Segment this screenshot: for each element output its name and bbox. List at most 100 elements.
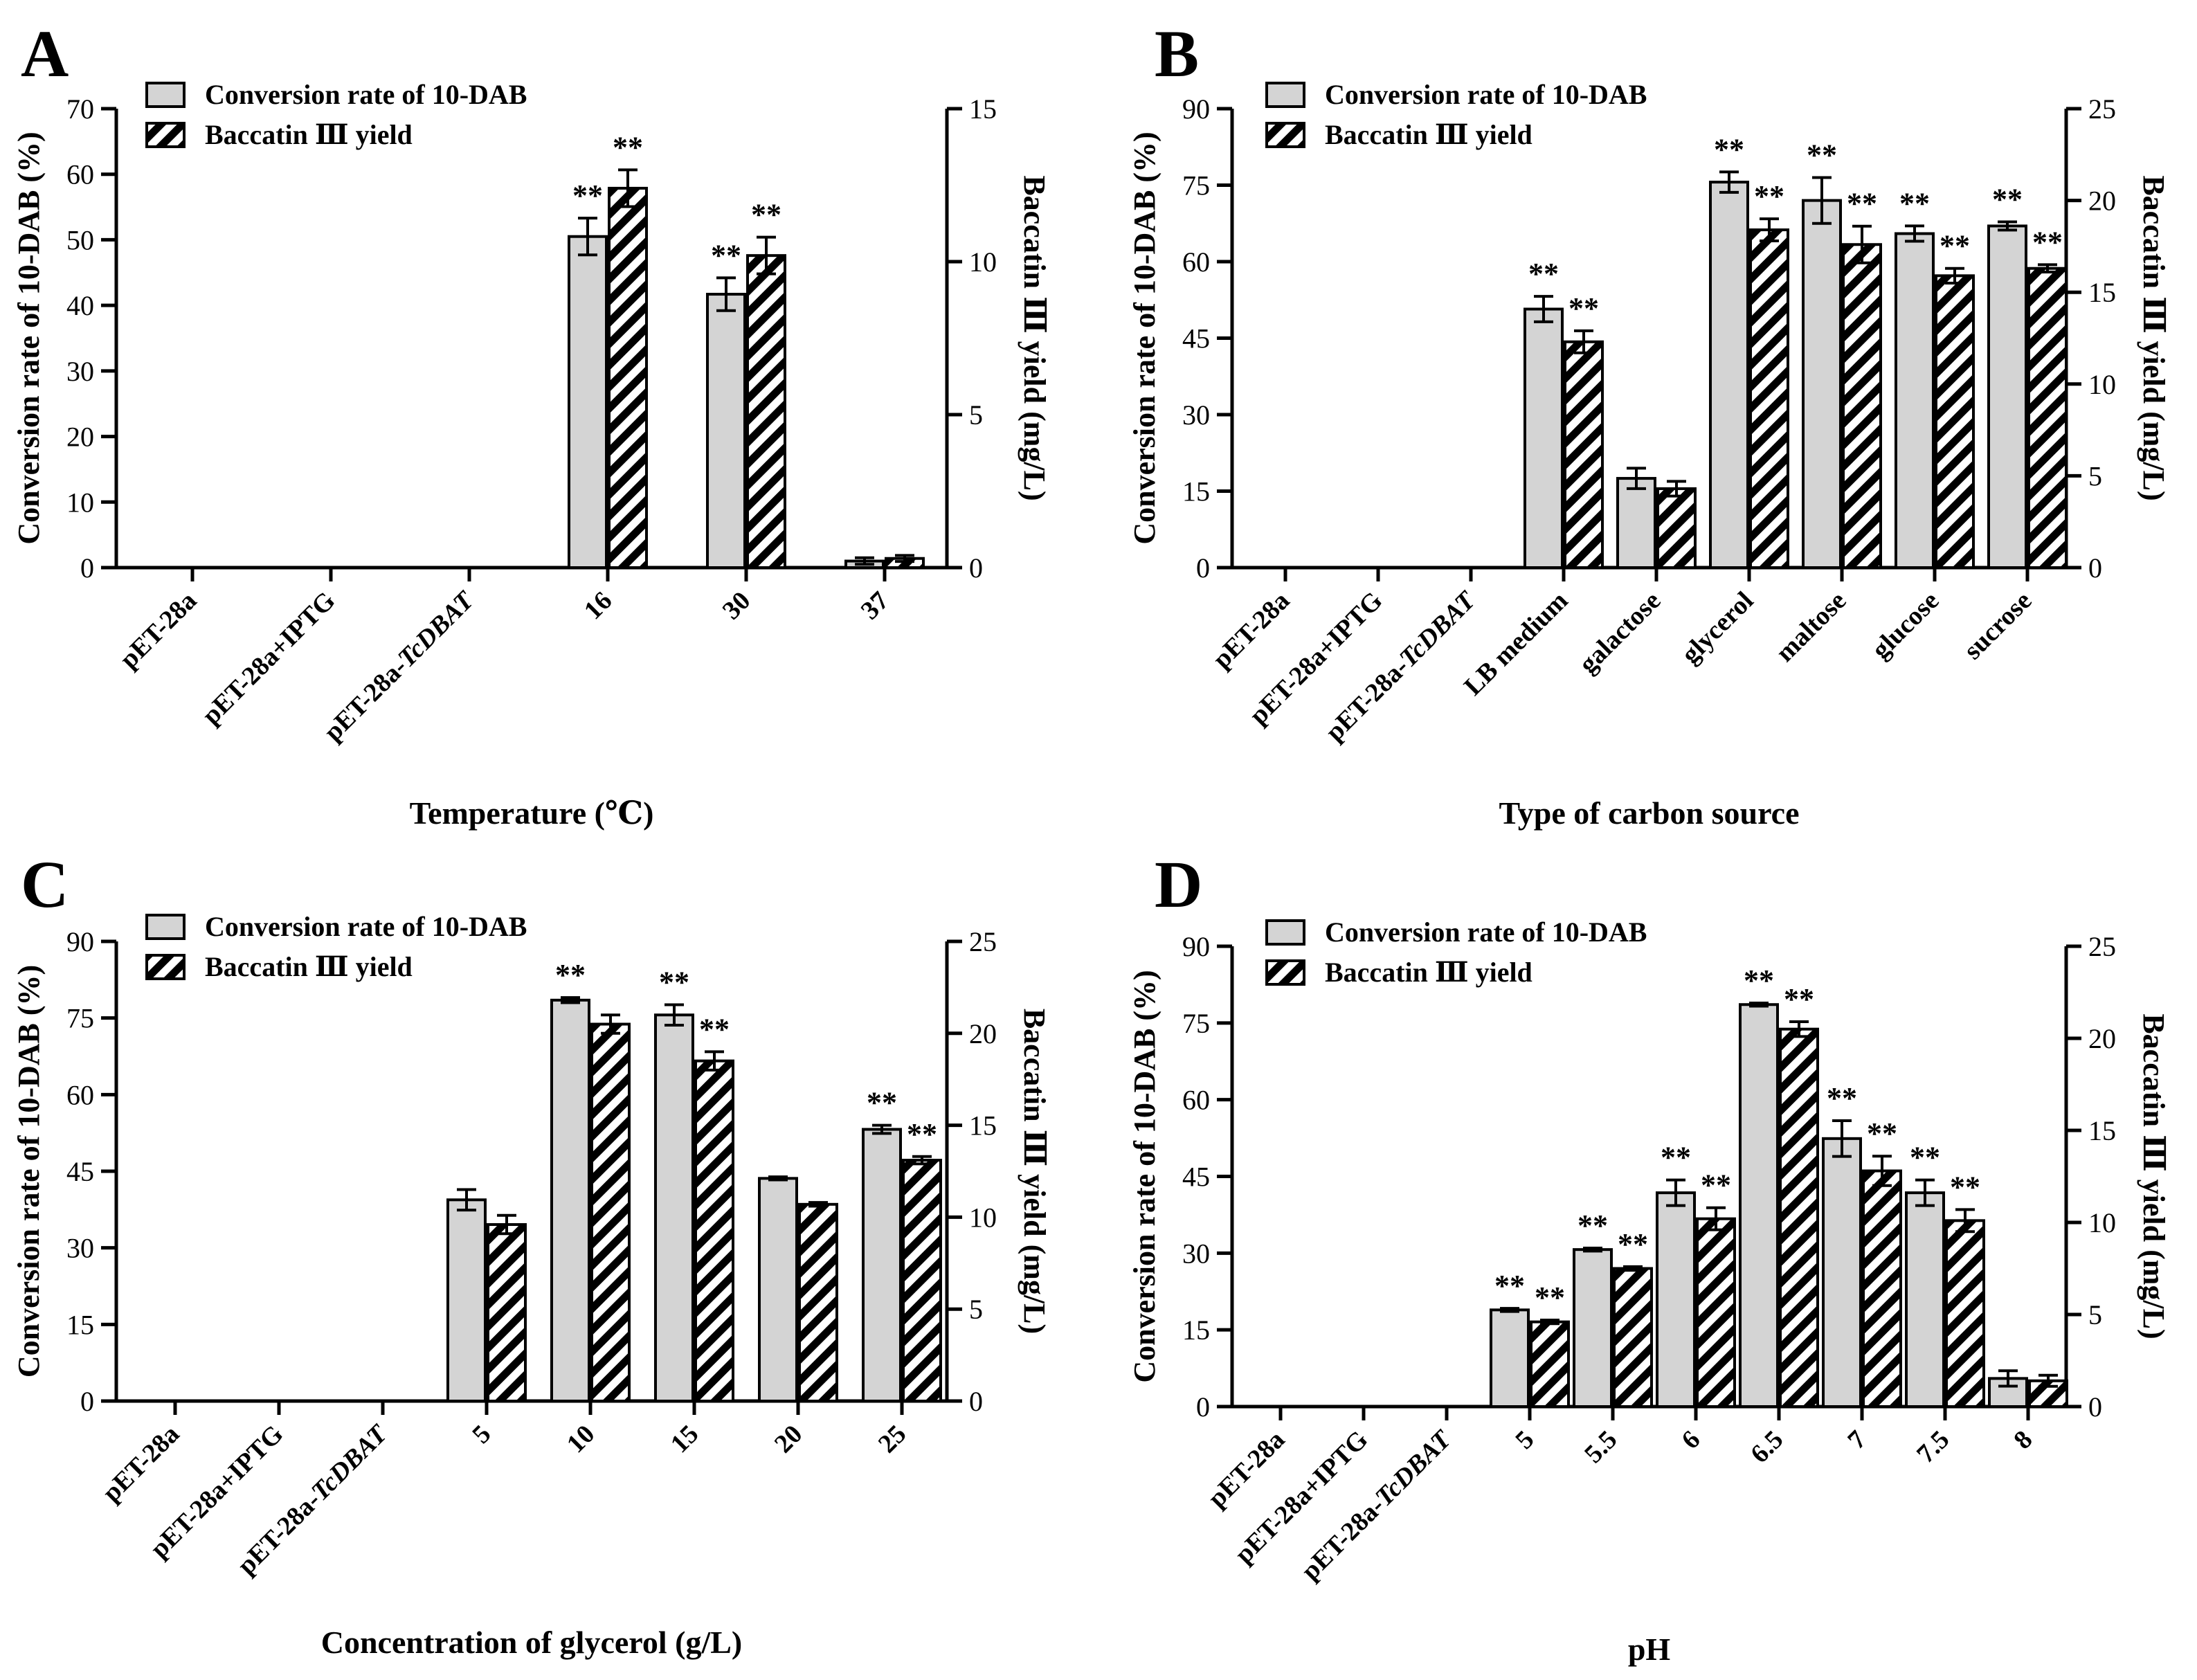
legend-label: Conversion rate of 10-DAB — [205, 911, 527, 942]
legend-label: Conversion rate of 10-DAB — [205, 79, 527, 110]
y-tick-label: 90 — [1182, 931, 1210, 962]
y2-tick-label: 0 — [2088, 552, 2102, 584]
x-tick-label: 5 — [1510, 1425, 1539, 1455]
legend: Conversion rate of 10-DAB Baccatin Ⅲ yiel… — [145, 79, 527, 150]
y-tick-label: 75 — [66, 1003, 94, 1034]
y-axis-title: Conversion rate of 10-DAB (%) — [12, 965, 46, 1378]
x-tick-label: pET-28a — [97, 1420, 185, 1508]
panel-letter: B — [1155, 17, 1199, 91]
panel-a: A 0 10 20 30 40 50 60 70 0 5 10 15 Conversion rate of… — [12, 17, 1051, 831]
y2-tick-label: 0 — [969, 552, 983, 584]
y2-tick-label: 25 — [2088, 93, 2116, 125]
panel-letter: D — [1155, 847, 1202, 921]
y-tick-label: 30 — [1182, 1238, 1210, 1269]
y2-tick-label: 10 — [969, 246, 997, 278]
y-tick-label: 15 — [1182, 1315, 1210, 1346]
significance-marker: ** — [1494, 1269, 1525, 1303]
y-tick-label: 0 — [80, 1386, 94, 1417]
panel-letter: A — [21, 17, 69, 91]
significance-marker: ** — [2032, 225, 2063, 259]
bar-yield — [608, 186, 648, 570]
bar-yield — [1842, 243, 1882, 569]
significance-marker: ** — [555, 958, 586, 992]
y2-tick-label: 5 — [969, 1294, 983, 1325]
y2-tick-label: 10 — [969, 1202, 997, 1233]
y2-tick-label: 5 — [2088, 460, 2102, 491]
significance-marker: ** — [1784, 982, 1814, 1016]
y-tick-label: 45 — [66, 1156, 94, 1187]
legend: Conversion rate of 10-DAB Baccatin Ⅲ yiel… — [1265, 916, 1647, 988]
bar-yield — [2027, 267, 2068, 569]
legend-swatch-yield — [145, 954, 186, 980]
y-tick-label: 0 — [1196, 1391, 1210, 1422]
bar-yield — [487, 1223, 527, 1403]
significance-marker: ** — [1847, 187, 1877, 221]
x-tick-label: 6 — [1676, 1425, 1706, 1455]
bar-conversion — [862, 1128, 902, 1402]
y-axis-title: Conversion rate of 10-DAB (%) — [12, 132, 46, 544]
y2-tick-label: 25 — [2088, 931, 2116, 962]
significance-marker: ** — [1992, 183, 2023, 217]
y2-axis-title: Baccatin Ⅲ yield (mg/L) — [1018, 175, 1051, 500]
bar-conversion — [1490, 1308, 1530, 1408]
bar-yield — [1613, 1267, 1653, 1408]
x-tick-label: glucose — [1866, 586, 1944, 665]
significance-marker: ** — [1535, 1281, 1565, 1315]
x-tick-label: pET-28a-TcDBAT — [318, 585, 480, 747]
bar-yield — [902, 1159, 942, 1402]
y-tick-label: 75 — [1182, 1008, 1210, 1039]
significance-marker: ** — [1528, 257, 1559, 291]
x-tick-label: 20 — [769, 1420, 808, 1459]
bar-conversion — [1739, 1003, 1779, 1408]
significance-marker: ** — [907, 1117, 937, 1151]
y2-tick-label: 5 — [2088, 1299, 2102, 1330]
bar-yield — [590, 1022, 631, 1402]
y2-tick-label: 15 — [969, 93, 997, 125]
x-tick-label: pET-28a-TcDBAT — [1296, 1424, 1458, 1586]
y-tick-label: 15 — [1182, 476, 1210, 507]
legend-label: Conversion rate of 10-DAB — [1325, 916, 1647, 948]
legend-swatch-conversion — [145, 82, 186, 108]
bar-conversion — [550, 998, 590, 1403]
significance-marker: ** — [1577, 1209, 1608, 1243]
significance-marker: ** — [613, 130, 643, 164]
y-tick-label: 45 — [1182, 1162, 1210, 1193]
y-tick-label: 0 — [1196, 552, 1210, 584]
y2-tick-label: 5 — [969, 399, 983, 431]
y-tick-label: 50 — [66, 224, 94, 255]
significance-marker: ** — [1807, 138, 1837, 172]
x-axis-title: Concentration of glycerol (g/L) — [321, 1625, 743, 1660]
bar-yield — [1749, 228, 1789, 569]
bar-yield — [1656, 487, 1697, 569]
x-axis-title: Temperature (℃) — [410, 795, 654, 831]
x-tick-label: pET-28a — [114, 586, 202, 674]
significance-marker: ** — [1701, 1168, 1731, 1202]
y-tick-label: 45 — [1182, 323, 1210, 354]
significance-marker: ** — [1899, 186, 1930, 220]
y-tick-label: 70 — [66, 93, 94, 125]
bar-conversion — [1656, 1191, 1696, 1408]
significance-marker: ** — [1714, 132, 1744, 166]
y2-tick-label: 0 — [2088, 1391, 2102, 1422]
significance-marker: ** — [711, 238, 741, 272]
x-tick-label: 7.5 — [1911, 1425, 1955, 1469]
x-tick-label: 5.5 — [1579, 1425, 1622, 1469]
bar-yield — [798, 1202, 838, 1402]
x-tick-label: 10 — [561, 1420, 601, 1459]
y2-axis-title: Baccatin Ⅲ yield (mg/L) — [2137, 175, 2171, 500]
panel-b: B 0 15 30 45 60 75 90 0 5 10 15 20 25 Conversion rate … — [1128, 17, 2171, 831]
bar-conversion — [1895, 232, 1935, 569]
legend-swatch-conversion — [145, 914, 186, 940]
y-tick-label: 75 — [1182, 170, 1210, 201]
significance-marker: ** — [699, 1012, 730, 1046]
legend-swatch-yield — [1265, 122, 1305, 148]
legend-label: Baccatin Ⅲ yield — [205, 951, 413, 982]
bar-yield — [1935, 274, 1975, 569]
bar-conversion — [1802, 199, 1842, 570]
y-axis-title: Conversion rate of 10-DAB (%) — [1128, 970, 1161, 1382]
y-tick-label: 40 — [66, 290, 94, 321]
legend-swatch-yield — [145, 122, 186, 148]
bar-yield — [1530, 1320, 1570, 1409]
